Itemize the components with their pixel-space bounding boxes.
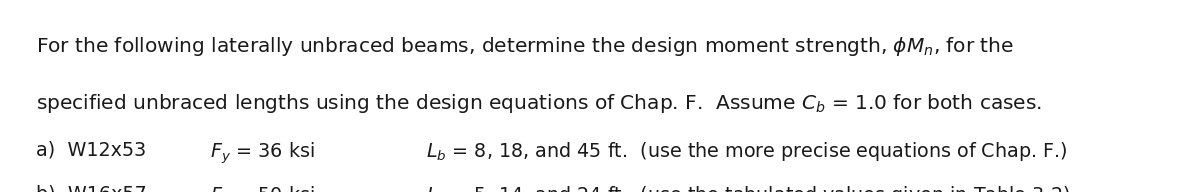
Text: For the following laterally unbraced beams, determine the design moment strength: For the following laterally unbraced bea… [36,35,1014,58]
Text: a)  W12x53: a) W12x53 [36,140,146,159]
Text: $L_b$ = 8, 18, and 45 ft.  (use the more precise equations of Chap. F.): $L_b$ = 8, 18, and 45 ft. (use the more … [426,140,1067,163]
Text: b)  W16x57: b) W16x57 [36,184,146,192]
Text: $F_y$ = 36 ksi: $F_y$ = 36 ksi [210,140,314,166]
Text: $L_b$ = 5, 14, and 24 ft.  (use the tabulated values given in Table 3-2): $L_b$ = 5, 14, and 24 ft. (use the tabul… [426,184,1070,192]
Text: specified unbraced lengths using the design equations of Chap. F.  Assume $C_b$ : specified unbraced lengths using the des… [36,92,1042,115]
Text: $F_y$ = 50 ksi: $F_y$ = 50 ksi [210,184,314,192]
